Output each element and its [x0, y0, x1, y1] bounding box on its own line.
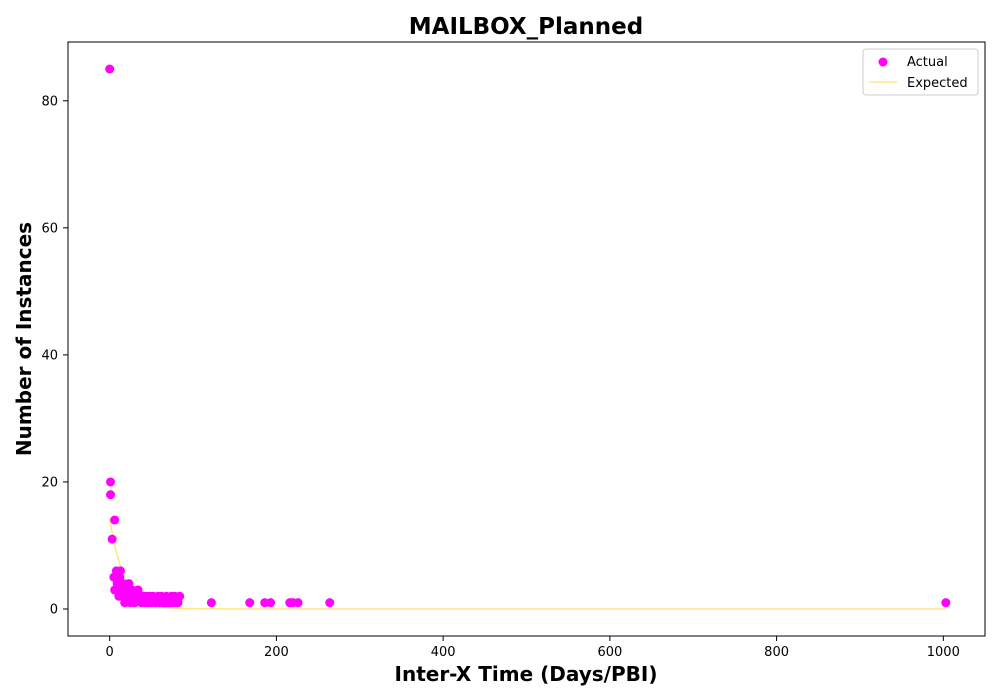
y-tick-label: 80	[41, 94, 58, 109]
actual-point	[106, 477, 116, 487]
actual-point	[105, 64, 115, 74]
chart-title: MAILBOX_Planned	[409, 14, 643, 40]
actual-point	[941, 598, 951, 608]
y-axis: 0 20 40 60 80	[41, 94, 68, 618]
actual-series	[105, 64, 951, 608]
y-tick-label: 60	[41, 221, 58, 236]
actual-point	[325, 598, 335, 608]
actual-point	[107, 534, 117, 544]
legend-actual-label: Actual	[907, 55, 948, 70]
x-tick-label: 400	[431, 645, 456, 660]
actual-point	[206, 598, 216, 608]
legend-actual-marker	[878, 57, 888, 67]
x-tick-label: 600	[597, 645, 622, 660]
actual-point	[293, 598, 303, 608]
actual-point	[116, 566, 126, 576]
actual-point	[175, 591, 185, 601]
y-tick-label: 0	[50, 603, 58, 618]
x-axis: 0 200 400 600 800 1000	[106, 636, 960, 660]
y-tick-label: 20	[41, 475, 58, 490]
x-tick-label: 0	[106, 645, 114, 660]
x-axis-title: Inter-X Time (Days/PBI)	[395, 662, 658, 686]
x-tick-label: 1000	[927, 645, 960, 660]
x-tick-label: 800	[764, 645, 789, 660]
plot-area	[68, 42, 985, 636]
actual-point	[245, 598, 255, 608]
actual-point	[106, 490, 116, 500]
legend-box	[862, 48, 979, 96]
y-axis-title: Number of Instances	[12, 222, 36, 456]
x-tick-label: 200	[264, 645, 289, 660]
actual-point	[266, 598, 276, 608]
actual-point	[110, 515, 120, 525]
legend-expected-label: Expected	[907, 76, 968, 91]
y-tick-label: 40	[41, 348, 58, 363]
legend: Actual Expected	[862, 48, 979, 96]
plot-frame	[67, 41, 986, 637]
